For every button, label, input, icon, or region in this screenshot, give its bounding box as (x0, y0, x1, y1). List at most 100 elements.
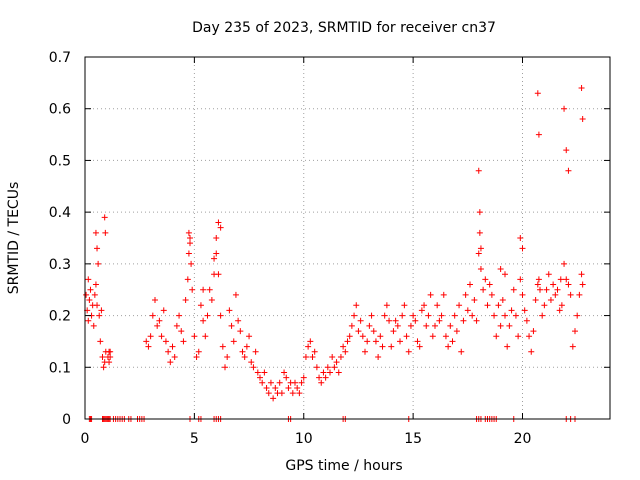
data-point (394, 322, 401, 329)
data-point (318, 379, 325, 386)
data-point (307, 338, 314, 345)
data-point (453, 328, 460, 335)
data-point (270, 395, 277, 402)
data-point (147, 333, 154, 340)
x-tick-label: 0 (81, 431, 90, 447)
data-point (98, 307, 105, 314)
data-point (83, 291, 90, 298)
data-point (309, 353, 316, 360)
data-point (508, 307, 515, 314)
data-point (224, 353, 231, 360)
data-point (563, 147, 570, 154)
data-point (578, 271, 585, 278)
data-point (351, 312, 358, 319)
data-point (322, 374, 329, 381)
data-point (178, 328, 185, 335)
data-point (263, 384, 270, 391)
chart-title: Day 235 of 2023, SRMTID for receiver cn3… (192, 20, 496, 36)
data-point (329, 353, 336, 360)
data-point (543, 286, 550, 293)
data-point (574, 312, 581, 319)
data-point (248, 359, 255, 366)
data-point (222, 364, 228, 371)
data-point (412, 317, 419, 324)
y-tick-label: 0.3 (49, 257, 71, 273)
data-point (91, 291, 98, 298)
data-point (436, 317, 443, 324)
data-point (579, 116, 586, 123)
data-point (217, 224, 224, 231)
data-point (442, 333, 449, 340)
data-point (467, 281, 473, 288)
data-point (357, 317, 364, 324)
data-point (476, 209, 483, 216)
data-point (333, 359, 340, 366)
data-point (344, 338, 351, 345)
data-point (313, 364, 320, 371)
data-point (298, 379, 305, 386)
y-tick-label: 0.2 (49, 309, 71, 325)
data-point (475, 250, 482, 257)
data-point (185, 250, 192, 257)
data-point (519, 245, 526, 252)
data-point (392, 317, 399, 324)
data-point (418, 307, 425, 314)
y-axis-label: SRMTID / TECUs (6, 182, 22, 295)
data-point (85, 276, 92, 283)
data-point (237, 328, 244, 335)
data-point (565, 167, 572, 174)
data-point (449, 338, 456, 345)
data-point (534, 281, 541, 288)
data-point (576, 291, 583, 298)
data-points (83, 85, 586, 422)
data-point (534, 90, 541, 97)
data-point (228, 322, 235, 329)
data-point (173, 322, 180, 329)
data-point (383, 302, 390, 309)
data-point (532, 297, 539, 304)
data-point (554, 286, 561, 293)
data-point (427, 291, 434, 298)
data-point (440, 291, 447, 298)
data-point (239, 348, 246, 355)
data-point (226, 307, 233, 314)
data-point (154, 322, 161, 329)
data-point (473, 317, 480, 324)
data-point (495, 302, 502, 309)
data-point (311, 348, 318, 355)
data-point (320, 369, 327, 376)
data-point (497, 266, 504, 273)
data-point (502, 271, 508, 278)
data-point (377, 333, 384, 340)
data-point (567, 291, 574, 298)
data-point (182, 297, 189, 304)
data-point (438, 312, 445, 319)
data-point (165, 348, 172, 355)
data-point (405, 348, 412, 355)
data-point (353, 302, 360, 309)
data-point (102, 229, 109, 236)
grid-lines (85, 57, 610, 419)
data-point (462, 291, 469, 298)
data-point (187, 240, 193, 247)
data-point (171, 353, 178, 360)
y-tick-label: 0.5 (49, 153, 71, 169)
data-point (235, 317, 242, 324)
data-point (87, 286, 94, 293)
data-point (388, 343, 395, 350)
data-point (300, 374, 307, 381)
data-point (219, 343, 226, 350)
data-point (545, 271, 552, 278)
data-point (276, 379, 283, 386)
data-point (169, 343, 176, 350)
data-point (342, 348, 349, 355)
data-point (364, 338, 371, 345)
data-point (515, 333, 522, 340)
data-point (213, 235, 220, 241)
data-point (456, 302, 463, 309)
data-point (497, 322, 504, 329)
data-point (204, 312, 211, 319)
data-point (243, 343, 250, 350)
data-point (464, 307, 471, 314)
data-point (324, 364, 331, 371)
